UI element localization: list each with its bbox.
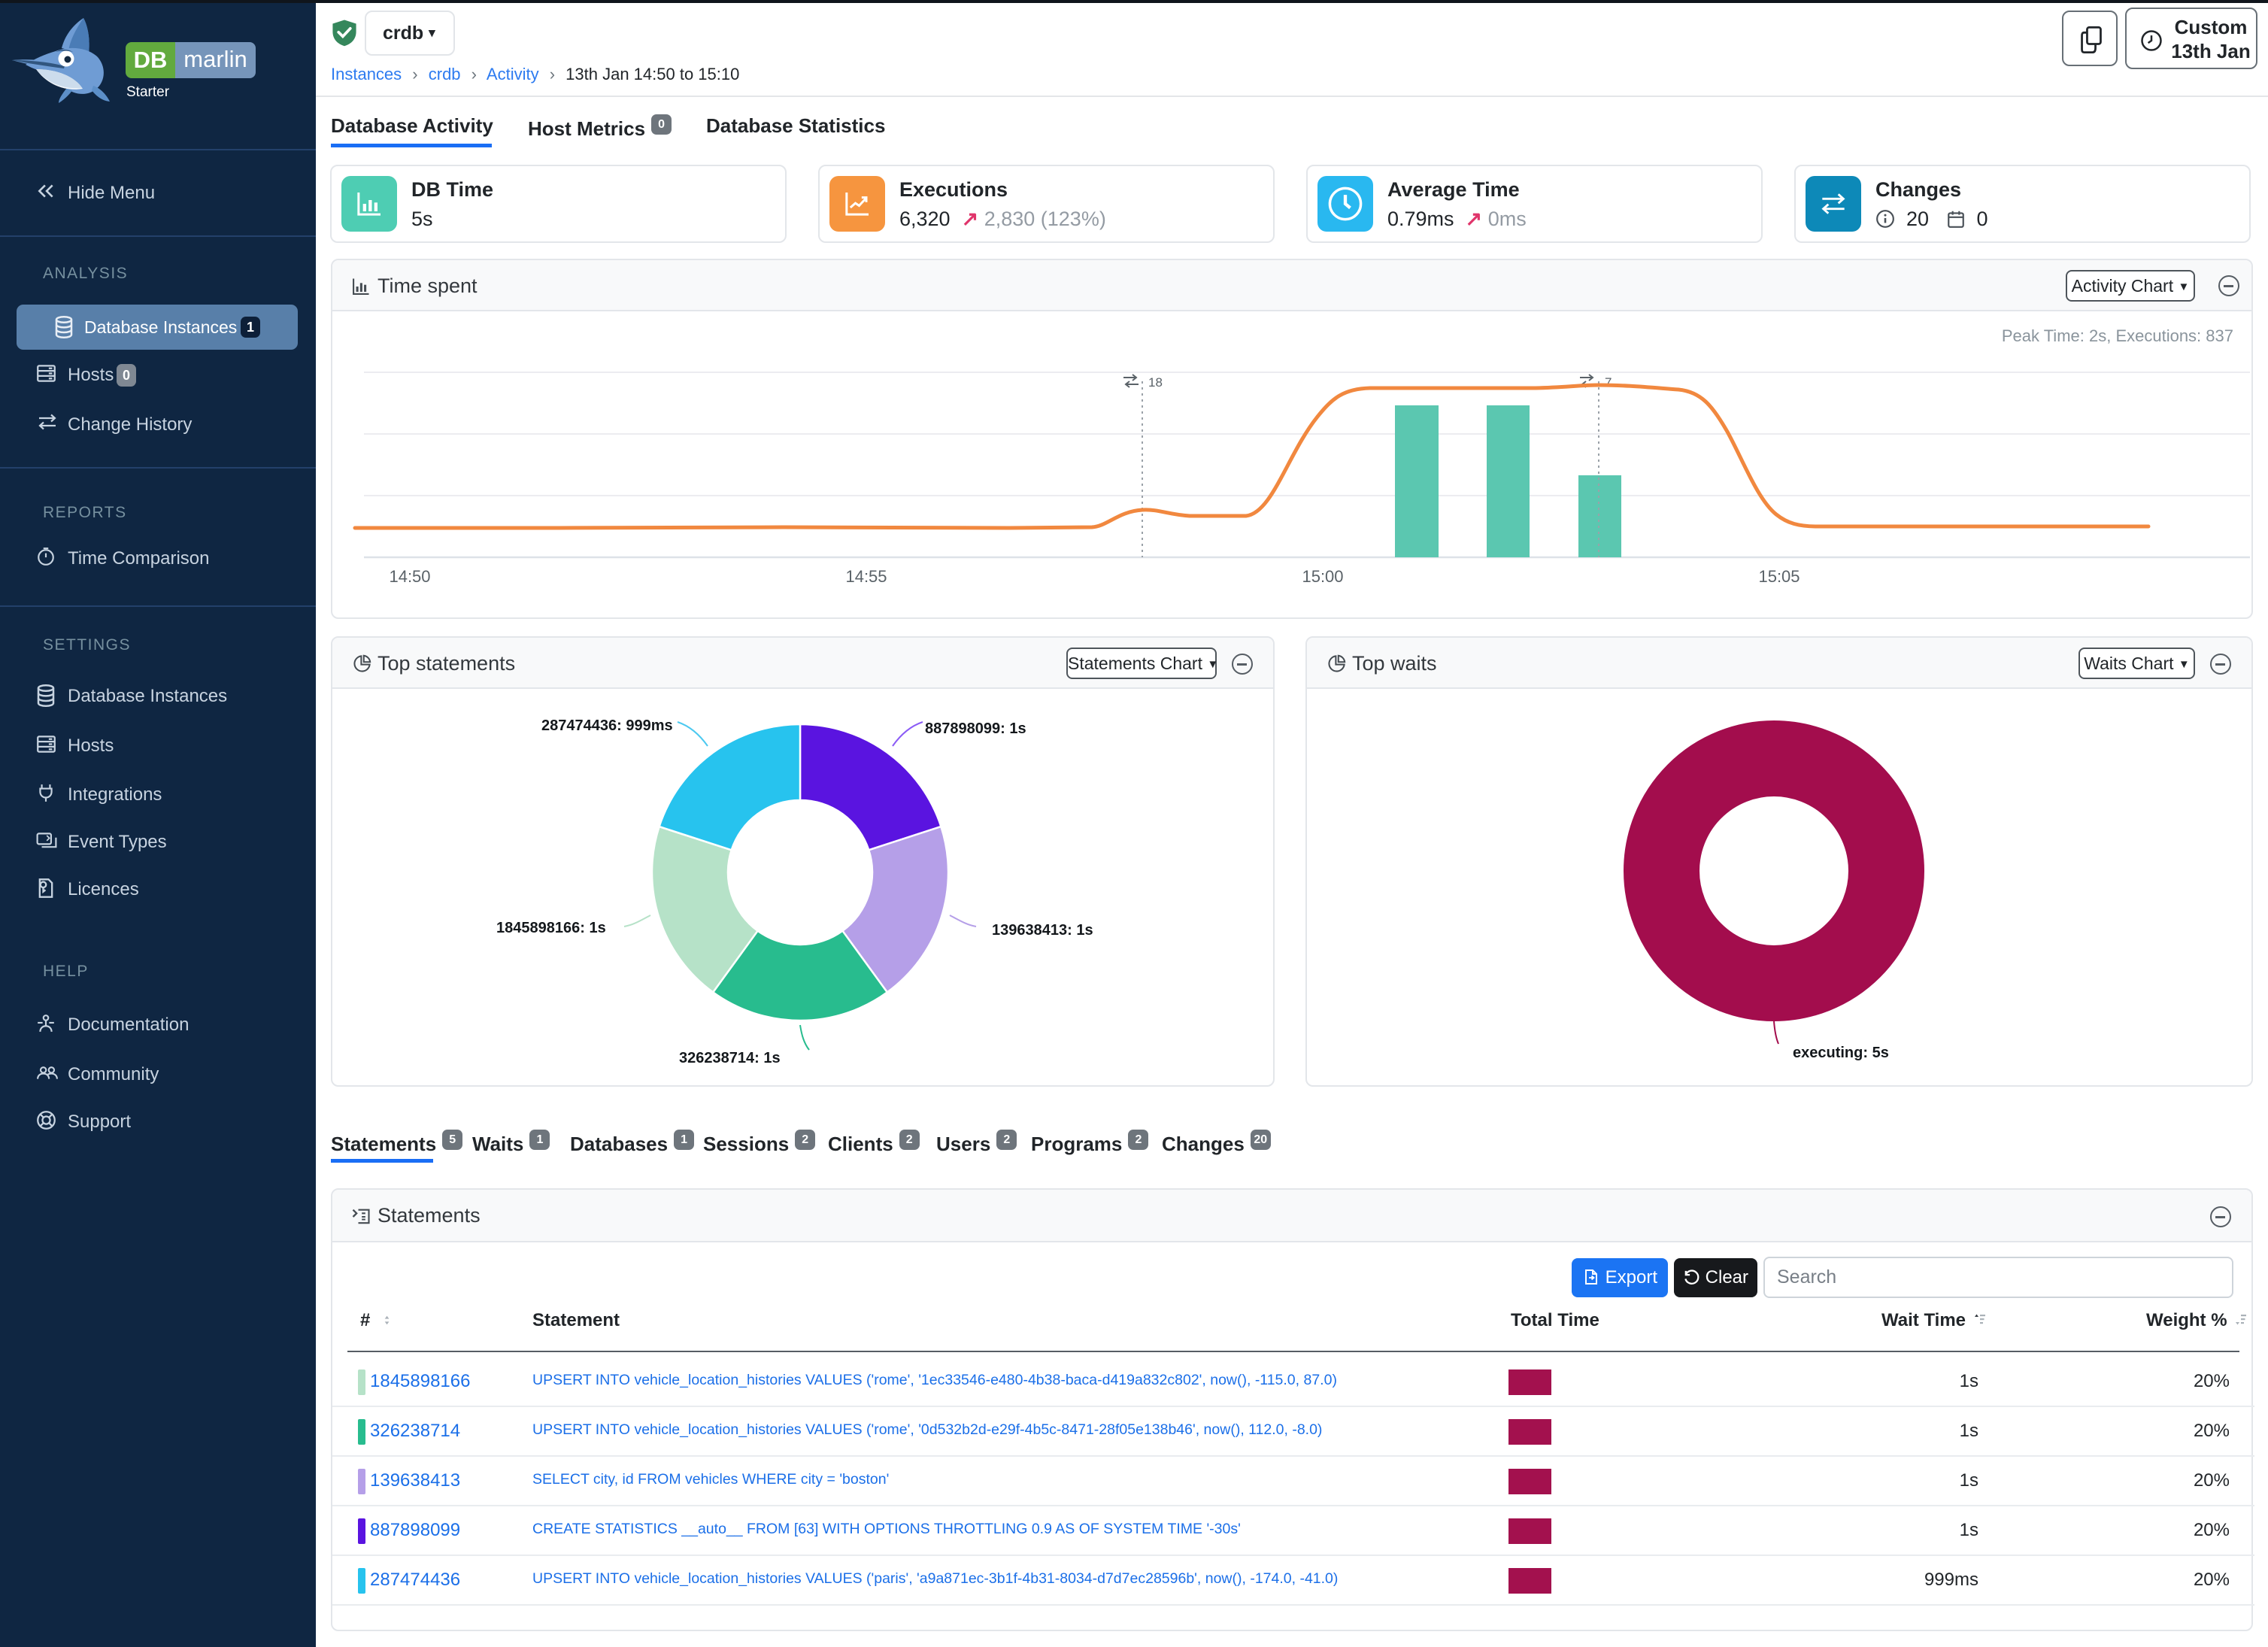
svg-text:326238714: 1s: 326238714: 1s [679,1050,781,1066]
svg-text:139638413: 1s: 139638413: 1s [992,922,1093,939]
svg-text:7: 7 [1605,375,1612,390]
svg-text:executing: 5s: executing: 5s [1793,1045,1889,1061]
svg-text:Peak Time: 2s, Executions: 837: Peak Time: 2s, Executions: 837 [2002,326,2233,345]
svg-text:887898099: 1s: 887898099: 1s [925,720,1026,737]
svg-text:15:00: 15:00 [1302,567,1343,586]
svg-text:14:50: 14:50 [389,567,430,586]
svg-text:1845898166: 1s: 1845898166: 1s [496,920,606,936]
svg-text:14:55: 14:55 [845,567,887,586]
svg-text:15:05: 15:05 [1758,567,1800,586]
svg-text:18: 18 [1148,375,1163,390]
svg-text:287474436: 999ms: 287474436: 999ms [541,717,673,734]
